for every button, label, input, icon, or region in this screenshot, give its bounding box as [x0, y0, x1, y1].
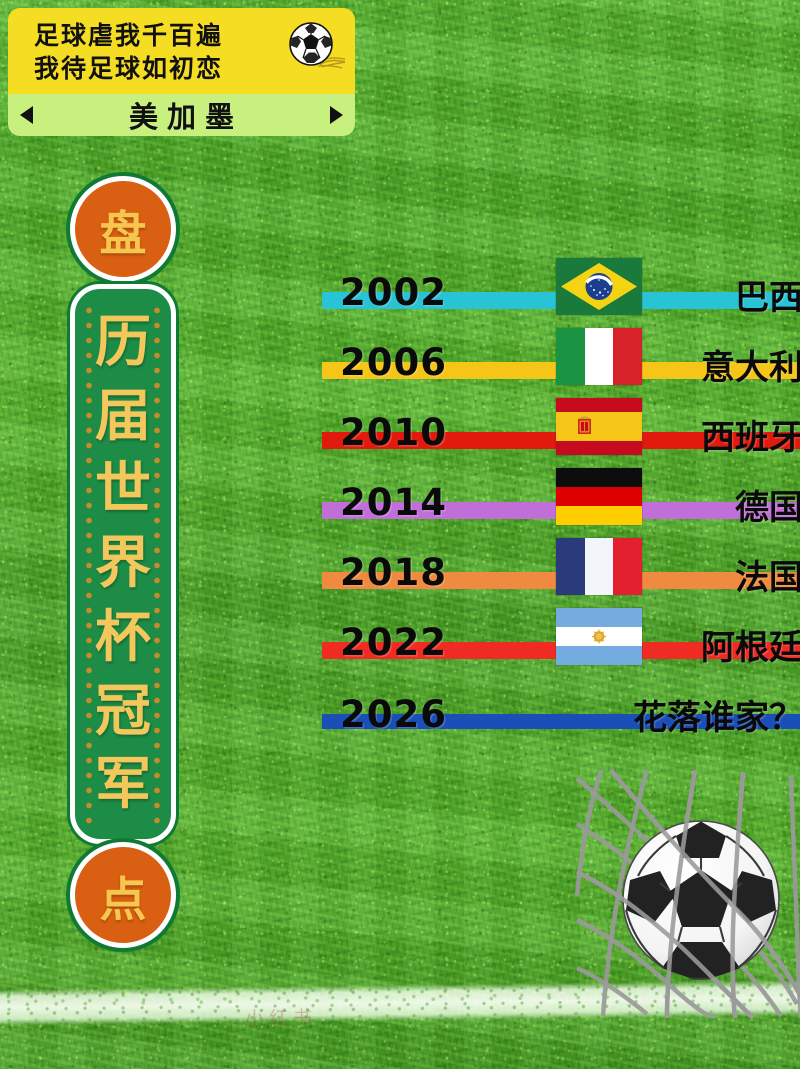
- banner-badge-bottom: 点: [70, 842, 176, 948]
- host-title: 美加墨: [128, 100, 243, 134]
- table-row: 2010 西班牙: [0, 390, 800, 460]
- banner-char: 历: [95, 309, 151, 375]
- prev-arrow-icon[interactable]: [20, 106, 33, 124]
- banner-char: 世: [95, 457, 151, 523]
- row-year: 2018: [340, 551, 447, 594]
- row-country: 法国: [735, 558, 800, 598]
- row-year: 2022: [340, 621, 447, 664]
- top-banner: 足球虐我千百遍 我待足球如初恋: [8, 8, 355, 136]
- banner-char: 冠: [95, 678, 151, 744]
- banner-char: 军: [95, 752, 151, 818]
- row-country: 意大利: [701, 348, 800, 388]
- brazil-flag: [556, 258, 642, 315]
- row-country: 巴西: [735, 278, 800, 318]
- row-country: 西班牙: [701, 418, 800, 458]
- slogan-panel: 足球虐我千百遍 我待足球如初恋: [8, 8, 355, 94]
- table-row: 2018 法国: [0, 530, 800, 600]
- vertical-title-banner: 盘 历 届 世 界 杯 冠 军 点: [70, 176, 176, 948]
- row-country: 花落谁家？: [633, 698, 800, 738]
- champions-list: 2002 巴西 2006: [0, 250, 800, 740]
- argentina-flag: [556, 608, 642, 665]
- table-row: 2026 花落谁家？: [0, 670, 800, 740]
- table-row: 2002 巴西: [0, 250, 800, 320]
- next-arrow-icon[interactable]: [330, 106, 343, 124]
- table-row: 2022: [0, 600, 800, 670]
- banner-dots-left: [86, 303, 92, 825]
- banner-dots-right: [154, 303, 160, 825]
- watermark: 小红书: [244, 1007, 318, 1031]
- row-country: 阿根廷: [701, 628, 800, 668]
- table-row: 2014 德国: [0, 460, 800, 530]
- row-bar: [322, 714, 800, 729]
- row-year: 2014: [340, 481, 447, 524]
- table-row: 2006 意大利: [0, 320, 800, 390]
- banner-badge-top: 盘: [70, 176, 176, 282]
- row-country: 德国: [735, 488, 800, 528]
- slogan-line-2: 我待足球如初恋: [34, 54, 224, 83]
- row-year: 2026: [340, 693, 447, 736]
- slogan-line-1: 足球虐我千百遍: [34, 21, 224, 50]
- italy-flag: [556, 328, 642, 385]
- host-nav-bar: 美加墨: [8, 94, 355, 136]
- row-year: 2010: [340, 411, 447, 454]
- banner-body: 历 届 世 界 杯 冠 军: [70, 284, 176, 844]
- banner-char: 界: [95, 531, 151, 596]
- germany-flag: [556, 468, 642, 525]
- soccer-ball-in-net-icon: [622, 820, 780, 980]
- banner-char: 杯: [95, 604, 151, 670]
- row-year: 2006: [340, 341, 447, 384]
- spain-flag: [556, 398, 642, 455]
- banner-char: 届: [95, 383, 151, 449]
- france-flag: [556, 538, 642, 595]
- row-year: 2002: [340, 271, 447, 314]
